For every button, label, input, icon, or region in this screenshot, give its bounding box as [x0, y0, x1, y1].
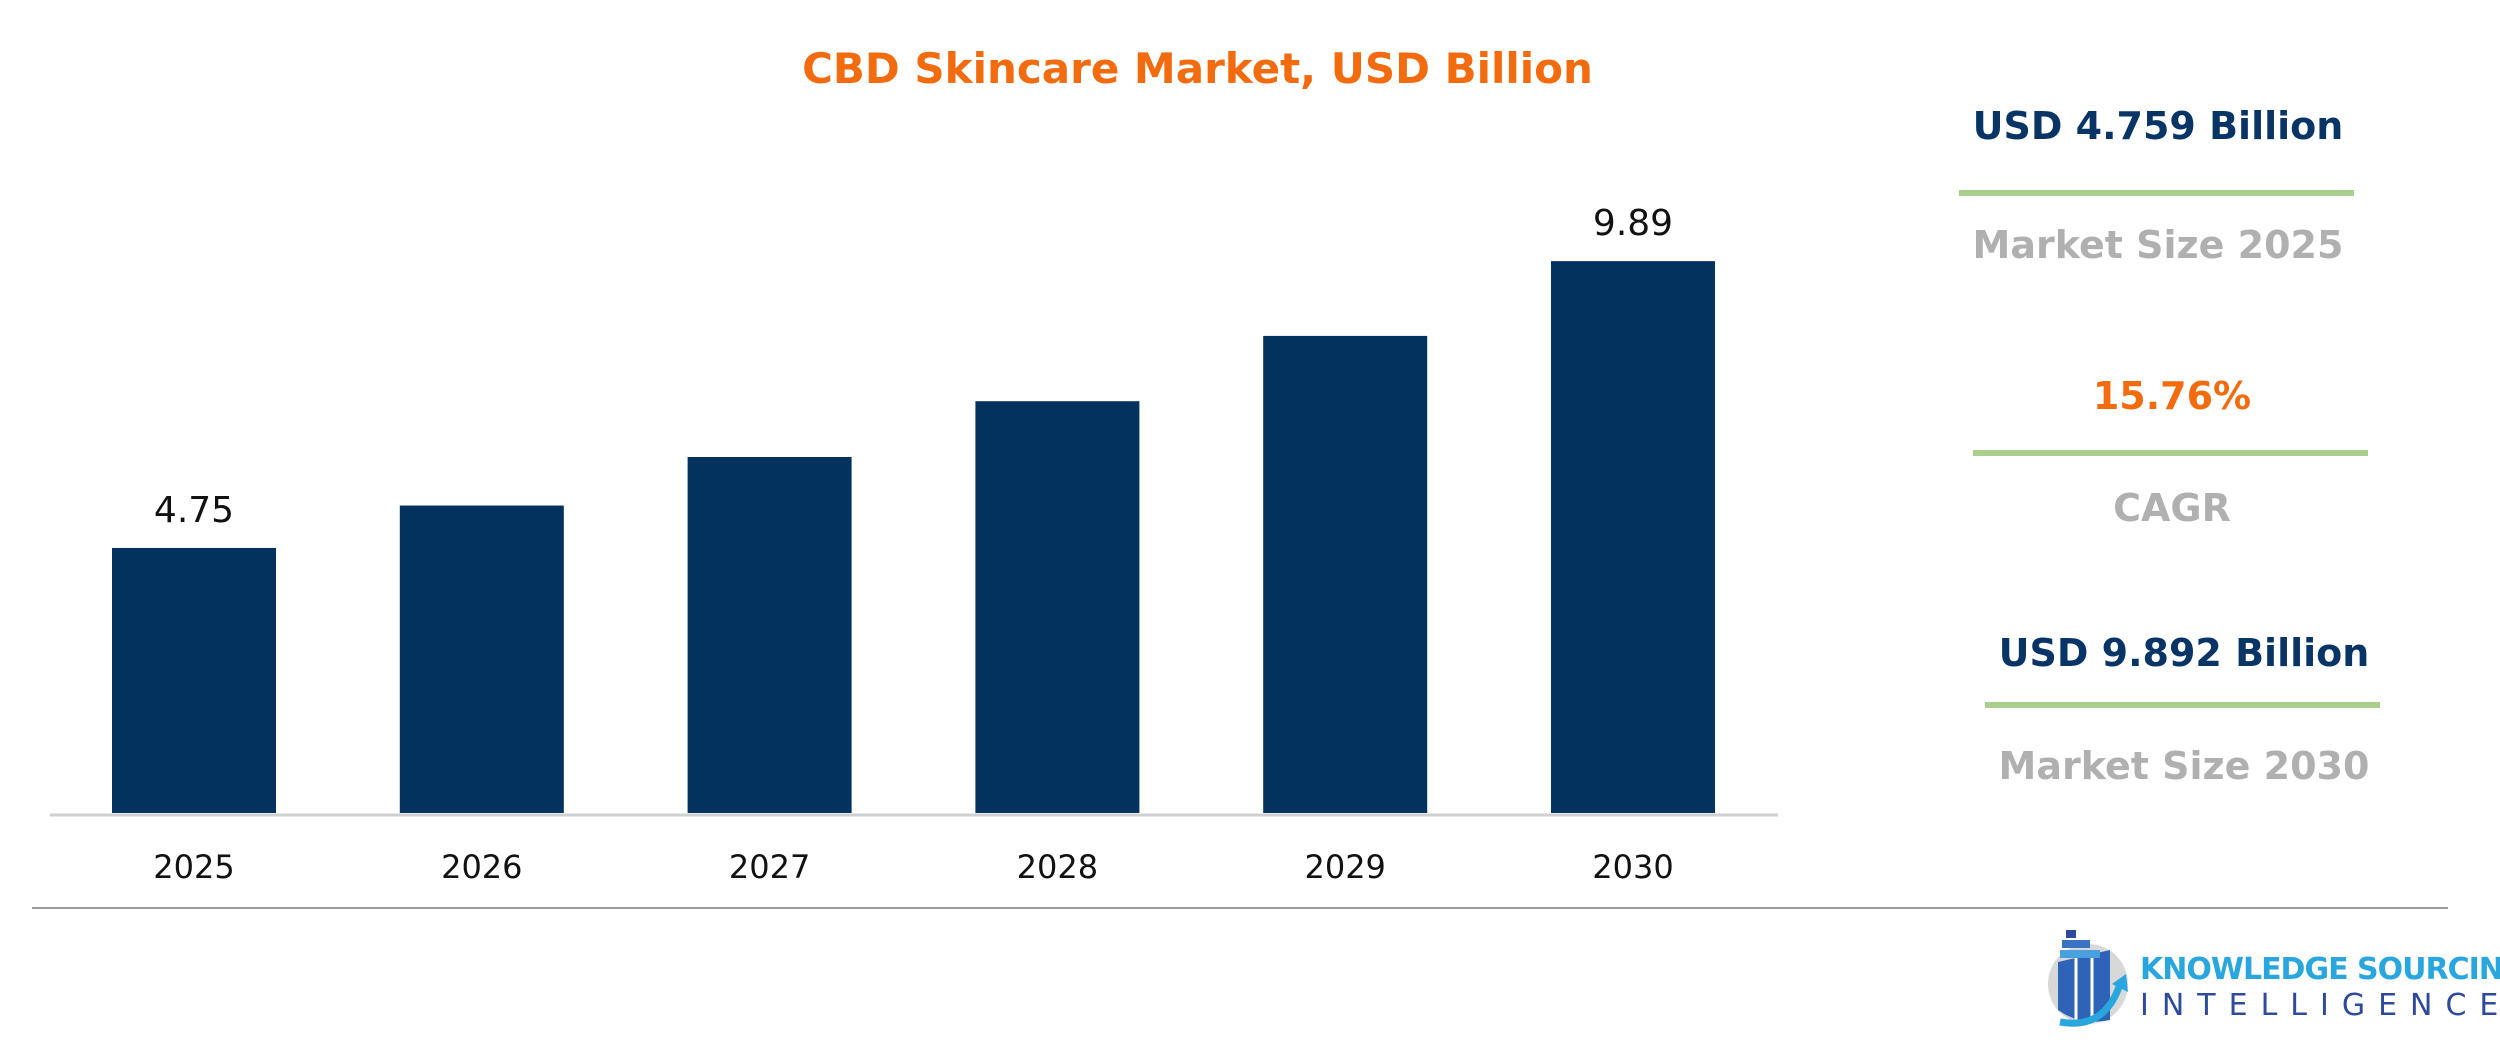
data-label: 4.75	[154, 490, 234, 531]
data-label: 9.89	[1593, 203, 1673, 244]
company-logo: KNOWLEDGE SOURCING INTELLIGENCE	[2040, 922, 2500, 1032]
logo-icon	[2048, 930, 2128, 1027]
x-tick-label: 2028	[1017, 848, 1098, 886]
divider-line	[1959, 190, 2354, 196]
bar-2027	[687, 456, 852, 813]
bar-chart: 2025 4.75 2026 2027 2028 2029 2030 9.89	[50, 203, 1778, 886]
bar-2029	[1263, 335, 1428, 813]
x-tick-label: 2026	[441, 848, 522, 886]
x-tick-label: 2030	[1592, 848, 1673, 886]
bottom-divider	[32, 907, 2448, 909]
market-size-2025-value: USD 4.759 Billion	[1972, 104, 2344, 148]
x-tick-label: 2029	[1304, 848, 1385, 886]
x-tick-label: 2025	[153, 848, 234, 886]
cagr-label: CAGR	[2113, 486, 2231, 530]
market-size-2025-label: Market Size 2025	[1972, 223, 2344, 267]
market-size-2030-label: Market Size 2030	[1998, 744, 2370, 788]
bar-2028	[975, 401, 1140, 813]
bar-2030	[1551, 261, 1715, 813]
bar-2025	[112, 547, 276, 813]
logo-text-line1: KNOWLEDGE SOURCING	[2140, 952, 2500, 987]
bar-2026	[399, 505, 564, 813]
divider-line	[1985, 702, 2380, 708]
divider-line	[1973, 450, 2368, 456]
x-tick-label: 2027	[729, 848, 810, 886]
chart-title: CBD Skincare Market, USD Billion	[802, 44, 1593, 93]
logo-text-line2: INTELLIGENCE	[2140, 988, 2500, 1023]
market-size-2030-value: USD 9.892 Billion	[1998, 631, 2370, 675]
cagr-value: 15.76%	[2092, 374, 2252, 418]
